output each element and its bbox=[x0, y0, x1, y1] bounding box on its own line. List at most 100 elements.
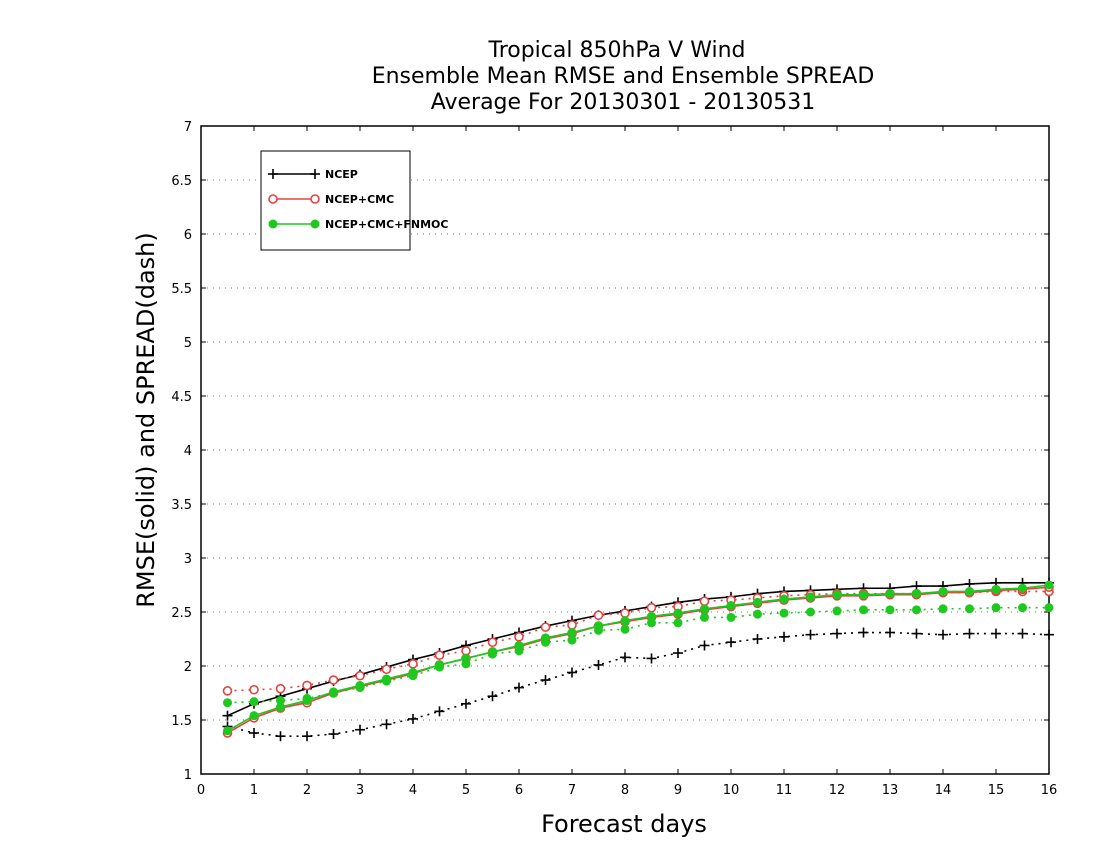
ncep-cmc-fnmoc-rmse-point bbox=[435, 660, 444, 670]
ncep-cmc-spread-point bbox=[434, 650, 445, 661]
ncep-spread-point bbox=[911, 628, 922, 639]
ncep-cmc-spread-point bbox=[381, 664, 392, 675]
ncep-cmc-fnmoc-spread-point bbox=[276, 696, 285, 706]
x-axis-ticks: 0 1 2 3 4 5 6 7 8 9 10 11 12 13 14 15 16 bbox=[197, 126, 1057, 798]
ncep-spread-point bbox=[673, 648, 683, 659]
ncep-spread-point bbox=[249, 727, 259, 738]
ncep-cmc-fnmoc-rmse-point bbox=[912, 589, 921, 599]
y-axis-label: RMSE(solid) and SPREAD(dash) bbox=[132, 232, 160, 608]
ncep-cmc-spread-point bbox=[646, 602, 657, 613]
gridlines bbox=[201, 179, 1049, 721]
ncep-cmc-fnmoc-rmse-point bbox=[382, 674, 391, 684]
ncep-cmc-fnmoc-spread-point bbox=[1018, 603, 1027, 613]
ncep-cmc-spread-line bbox=[227, 590, 1049, 692]
ncep-cmc-fnmoc-rmse-point bbox=[700, 604, 709, 614]
ncep-spread-point bbox=[885, 627, 895, 638]
ncep-cmc-fnmoc-rmse-point bbox=[779, 594, 789, 604]
ncep-cmc-fnmoc-rmse-point bbox=[302, 696, 312, 706]
ncep-spread-point bbox=[328, 729, 339, 740]
ncep-spread-point bbox=[620, 652, 630, 663]
legend-marker-ncep-cmc bbox=[268, 194, 278, 204]
ncep-cmc-rmse-series bbox=[222, 582, 1054, 738]
ncep-cmc-fnmoc-rmse-point bbox=[408, 667, 418, 677]
x-tick-label: 16 bbox=[1041, 783, 1058, 798]
y-tick-label: 5.5 bbox=[171, 282, 192, 297]
ncep-cmc-fnmoc-spread-point bbox=[567, 635, 577, 645]
ncep-cmc-fnmoc-rmse-point bbox=[647, 611, 656, 621]
ncep-spread-point bbox=[593, 659, 604, 670]
ncep-spread-point bbox=[540, 675, 551, 686]
ncep-cmc-fnmoc-rmse-point bbox=[329, 687, 338, 697]
ncep-cmc-fnmoc-spread-point bbox=[885, 605, 895, 615]
ncep-spread-point bbox=[461, 698, 471, 709]
ncep-cmc-fnmoc-spread-point bbox=[832, 606, 842, 616]
ncep-cmc-fnmoc-rmse-point bbox=[753, 597, 762, 607]
ncep-cmc-fnmoc-rmse-point bbox=[885, 589, 895, 599]
ncep-cmc-fnmoc-rmse-series bbox=[223, 580, 1054, 736]
ncep-cmc-fnmoc-rmse-point bbox=[461, 653, 471, 663]
ncep-cmc-spread-point bbox=[408, 659, 418, 669]
ncep-spread-line bbox=[227, 631, 1050, 738]
x-tick-label: 5 bbox=[462, 783, 470, 798]
ncep-cmc-fnmoc-spread-point bbox=[912, 605, 921, 615]
ncep-spread-point bbox=[805, 629, 816, 640]
ncep-cmc-fnmoc-spread-point bbox=[859, 605, 868, 615]
ncep-cmc-spread-point bbox=[699, 596, 710, 607]
ncep-spread-point bbox=[858, 627, 869, 638]
x-axis-label: Forecast days bbox=[541, 810, 707, 838]
ncep-cmc-spread-point bbox=[249, 684, 259, 695]
ncep-cmc-spread-point bbox=[328, 675, 339, 685]
ncep-spread-point bbox=[1017, 628, 1028, 639]
ncep-spread-point bbox=[487, 691, 498, 702]
ncep-cmc-spread-point bbox=[222, 686, 233, 696]
x-tick-label: 0 bbox=[197, 783, 205, 798]
ncep-cmc-fnmoc-spread-point bbox=[938, 604, 948, 614]
title-line-1: Tropical 850hPa V Wind bbox=[487, 38, 745, 63]
ncep-spread-point bbox=[699, 640, 710, 651]
y-tick-label: 7 bbox=[184, 120, 192, 135]
ncep-cmc-fnmoc-rmse-point bbox=[249, 711, 259, 721]
ncep-spread-point bbox=[434, 706, 445, 717]
ncep-cmc-spread-point bbox=[275, 683, 286, 694]
ncep-rmse-point bbox=[222, 710, 233, 721]
ncep-cmc-fnmoc-rmse-point bbox=[965, 586, 974, 596]
x-tick-label: 14 bbox=[935, 783, 952, 798]
y-tick-label: 4.5 bbox=[171, 390, 192, 405]
x-tick-label: 7 bbox=[568, 783, 576, 798]
ncep-cmc-spread-point bbox=[620, 608, 630, 618]
ncep-spread-point bbox=[991, 628, 1001, 639]
ncep-cmc-fnmoc-rmse-point bbox=[541, 633, 550, 643]
legend-marker-ncep-cmc-fnmoc bbox=[310, 219, 320, 229]
x-tick-label: 10 bbox=[723, 783, 740, 798]
ncep-spread-point bbox=[779, 631, 789, 642]
chart-title: Tropical 850hPa V Wind Ensemble Mean RMS… bbox=[372, 38, 875, 115]
x-tick-label: 2 bbox=[303, 783, 311, 798]
x-tick-label: 3 bbox=[356, 783, 364, 798]
ncep-cmc-fnmoc-spread-point bbox=[806, 607, 815, 617]
y-tick-label: 6 bbox=[184, 228, 192, 243]
x-tick-label: 6 bbox=[515, 783, 523, 798]
ncep-cmc-spread-point bbox=[593, 610, 604, 621]
ncep-cmc-fnmoc-rmse-point bbox=[938, 586, 948, 596]
ncep-spread-point bbox=[752, 634, 763, 644]
ncep-cmc-fnmoc-rmse-point bbox=[1044, 580, 1054, 590]
ncep-cmc-fnmoc-spread-point bbox=[965, 604, 974, 614]
ncep-cmc-spread-point bbox=[567, 620, 577, 630]
y-tick-label: 1 bbox=[184, 768, 192, 783]
legend-label-ncep-cmc-fnmoc: NCEP+CMC+FNMOC bbox=[325, 218, 448, 231]
ncep-cmc-fnmoc-spread-point bbox=[1044, 603, 1054, 613]
ncep-spread-point bbox=[514, 682, 524, 693]
ncep-cmc-fnmoc-spread-point bbox=[991, 603, 1001, 613]
legend-marker-ncep-cmc bbox=[310, 194, 320, 204]
ncep-cmc-fnmoc-spread-line bbox=[227, 606, 1049, 704]
ncep-cmc-fnmoc-rmse-point bbox=[594, 621, 603, 631]
x-tick-label: 15 bbox=[988, 783, 1005, 798]
ncep-cmc-fnmoc-spread-point bbox=[673, 618, 683, 628]
ncep-cmc-fnmoc-spread-point bbox=[620, 624, 630, 634]
ncep-cmc-fnmoc-rmse-point bbox=[276, 702, 285, 712]
ncep-spread-point bbox=[275, 731, 286, 742]
ncep-cmc-fnmoc-spread-point bbox=[249, 697, 259, 707]
legend: NCEP NCEP+CMC NCEP+CMC+FNMOC bbox=[260, 150, 448, 251]
y-axis-ticks: 1 1.5 2 2.5 3 3.5 4 4.5 5 5.5 6 6.5 7 bbox=[171, 120, 1049, 783]
